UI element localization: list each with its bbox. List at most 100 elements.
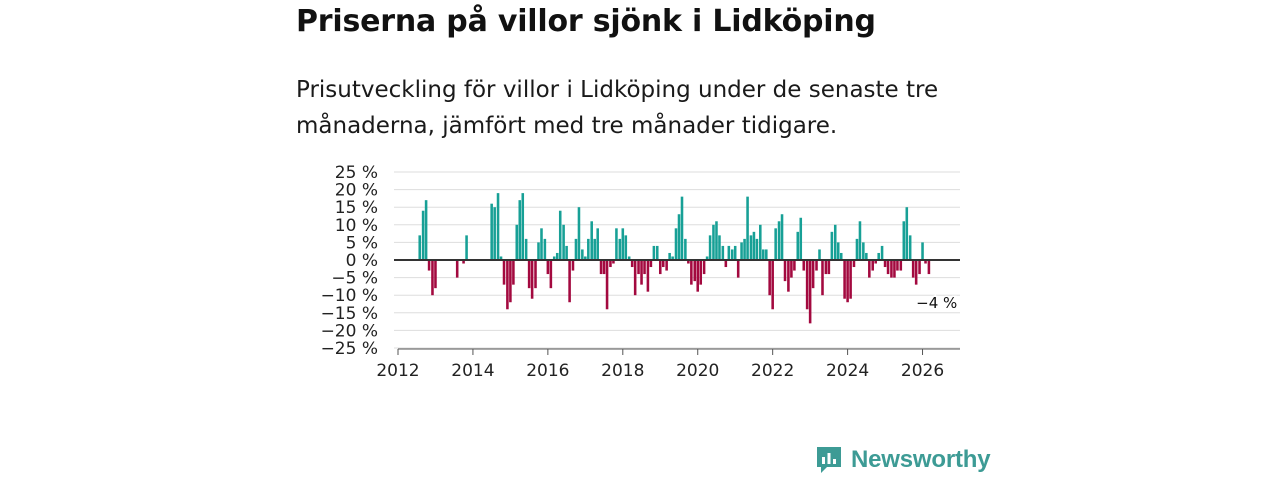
bar (696, 260, 700, 292)
y-tick-label: 0 % (346, 251, 378, 271)
bar (924, 260, 927, 264)
bar (715, 221, 718, 260)
bar (643, 260, 646, 275)
bar (424, 200, 428, 260)
bar (549, 260, 553, 289)
bar (543, 238, 547, 260)
bar (843, 260, 846, 299)
bar (846, 260, 849, 303)
bar (830, 231, 834, 260)
bar (908, 235, 912, 260)
bar (914, 260, 918, 285)
bar (911, 260, 915, 278)
bar (871, 260, 874, 271)
bar (827, 260, 831, 275)
bar (534, 260, 537, 289)
bar (774, 228, 777, 260)
annotation: −4 % (915, 293, 959, 314)
x-tick-label: 2012 (376, 361, 419, 381)
bar (671, 256, 674, 260)
bar (562, 224, 565, 260)
bar (633, 260, 637, 296)
bar (509, 260, 512, 303)
bar (693, 260, 697, 282)
bar (630, 260, 634, 268)
bar (455, 260, 459, 278)
bar (852, 260, 856, 268)
bar (431, 260, 434, 296)
bar (521, 193, 525, 260)
bar (674, 228, 678, 260)
bar (646, 260, 650, 292)
newsworthy-logo-icon (817, 447, 841, 473)
bar (927, 260, 931, 275)
bar (571, 260, 575, 271)
bar (712, 224, 715, 260)
bar (637, 260, 640, 275)
x-axis: 2012 2014 2016 2018 2020 2022 2024 2026 (376, 348, 960, 381)
bar (524, 238, 528, 260)
newsworthy-logo[interactable]: Newsworthy (815, 444, 991, 476)
bar (849, 260, 852, 299)
bar (593, 238, 596, 260)
bar (868, 260, 871, 278)
bar (621, 228, 625, 260)
bar (615, 228, 618, 260)
x-tick-label: 2020 (676, 361, 719, 381)
bar (496, 193, 500, 260)
bar (921, 242, 924, 260)
bar (587, 238, 590, 260)
bar (836, 242, 840, 260)
bar (883, 260, 887, 268)
bar (893, 260, 896, 278)
bar (540, 228, 543, 260)
bar (771, 260, 774, 310)
y-tick-label: 10 % (335, 216, 378, 236)
bar (718, 235, 721, 260)
bar (684, 238, 687, 260)
bar (577, 207, 581, 260)
bar (565, 245, 568, 260)
bar (612, 260, 615, 264)
bar (668, 252, 671, 260)
bar (833, 224, 837, 260)
bar (721, 245, 725, 260)
bar (655, 245, 659, 260)
bar (490, 203, 493, 260)
bar (690, 260, 693, 285)
bar (787, 260, 790, 292)
bar (862, 242, 865, 260)
bar (527, 260, 531, 289)
bar (555, 252, 559, 260)
bar (581, 249, 584, 260)
x-tick-label: 2022 (751, 361, 794, 381)
bar (886, 260, 890, 275)
bar (858, 221, 862, 260)
x-tick-label: 2024 (826, 361, 869, 381)
bar (661, 260, 665, 268)
bar (652, 245, 656, 260)
bar (918, 260, 921, 275)
bar (618, 238, 622, 260)
y-axis: 25 %20 %15 %10 %5 %0 %−5 %−10 %−15 %−20 … (321, 163, 378, 359)
y-tick-label: 25 % (335, 163, 378, 183)
bar (649, 260, 653, 268)
bar (502, 260, 506, 285)
bar (602, 260, 606, 275)
bar (805, 260, 809, 310)
bar (418, 235, 422, 260)
bar (821, 260, 824, 296)
bar (465, 235, 468, 260)
bar (818, 249, 821, 260)
bar (599, 260, 603, 275)
bar (552, 256, 556, 260)
y-tick-label: −20 % (321, 321, 378, 341)
latest-value-label: −4 % (916, 294, 957, 312)
bar (749, 235, 753, 260)
bar (584, 256, 587, 260)
bars (418, 193, 931, 324)
bar (515, 224, 519, 260)
y-tick-label: −25 % (321, 339, 378, 359)
bar (839, 252, 843, 260)
